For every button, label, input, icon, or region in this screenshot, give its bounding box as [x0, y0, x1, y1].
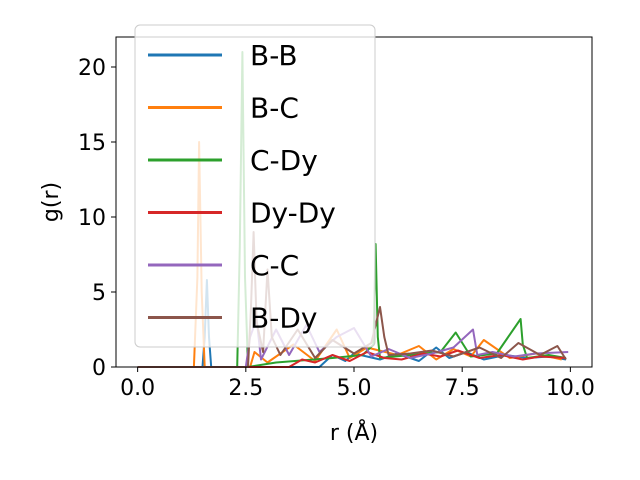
y-tick-label: 15	[78, 131, 106, 156]
y-axis-ticks: 0 5 10 15 20	[78, 56, 116, 381]
x-tick-label: 7.5	[445, 376, 480, 401]
x-tick-label: 0.0	[120, 376, 155, 401]
y-tick-label: 0	[92, 356, 106, 381]
y-tick-label: 20	[78, 56, 106, 81]
series-line-3	[137, 349, 567, 368]
y-tick-label: 5	[92, 281, 106, 306]
legend-label-1: B-C	[250, 92, 299, 125]
y-axis-label: g(r)	[39, 182, 64, 222]
x-tick-label: 10.0	[546, 376, 595, 401]
legend-label-5: B-Dy	[250, 302, 317, 335]
legend-label-4: C-C	[250, 249, 299, 282]
legend-box	[134, 24, 376, 348]
x-tick-label: 5.0	[337, 376, 372, 401]
legend: B-B B-C C-Dy Dy-Dy C-C B-Dy	[134, 24, 376, 348]
x-tick-label: 2.5	[228, 376, 263, 401]
x-axis-label: r (Å)	[330, 419, 378, 446]
legend-label-0: B-B	[250, 39, 298, 72]
y-tick-label: 10	[78, 206, 106, 231]
legend-label-3: Dy-Dy	[250, 197, 336, 230]
legend-label-2: C-Dy	[250, 144, 318, 177]
x-axis-ticks: 0.0 2.5 5.0 7.5 10.0	[120, 367, 595, 401]
